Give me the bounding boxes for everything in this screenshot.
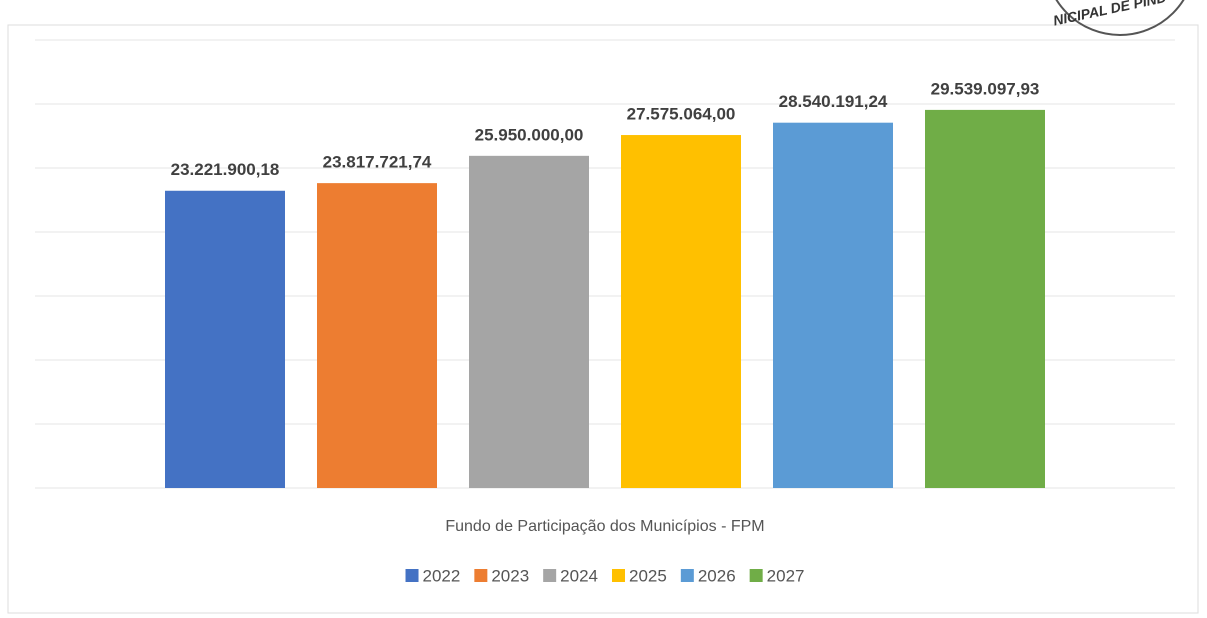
legend-swatch <box>405 569 419 582</box>
legend-swatch <box>474 569 488 582</box>
legend-label: 2026 <box>698 566 736 585</box>
legend-label: 2025 <box>629 566 667 585</box>
stamp-text: NICIPAL DE PIND <box>1052 0 1168 29</box>
stamp: NICIPAL DE PIND <box>1052 0 1185 36</box>
value-label: 29.539.097,93 <box>931 79 1040 98</box>
bar <box>925 109 1045 489</box>
value-label: 27.575.064,00 <box>627 105 736 124</box>
value-label: 28.540.191,24 <box>779 92 888 111</box>
legend-label: 2023 <box>491 566 529 585</box>
bar <box>317 183 437 488</box>
x-tick-label: Fundo de Participação dos Municípios - F… <box>445 518 764 535</box>
value-label: 23.817.721,74 <box>323 153 432 172</box>
legend-swatch <box>612 569 625 582</box>
legend-label: 2027 <box>767 566 805 585</box>
stamp-ring <box>1055 0 1185 36</box>
value-label: 25.950.000,00 <box>475 125 584 144</box>
legend-swatch <box>680 569 694 582</box>
legend-swatch <box>749 569 763 582</box>
legend-label: 2022 <box>423 566 461 585</box>
bar <box>469 155 589 488</box>
chart-frame <box>7 24 1199 614</box>
bar <box>165 190 285 488</box>
legend-label: 2024 <box>560 566 598 585</box>
value-label: 23.221.900,18 <box>171 160 280 179</box>
legend-swatch <box>543 569 557 582</box>
bar <box>773 122 893 489</box>
bar <box>621 135 741 488</box>
